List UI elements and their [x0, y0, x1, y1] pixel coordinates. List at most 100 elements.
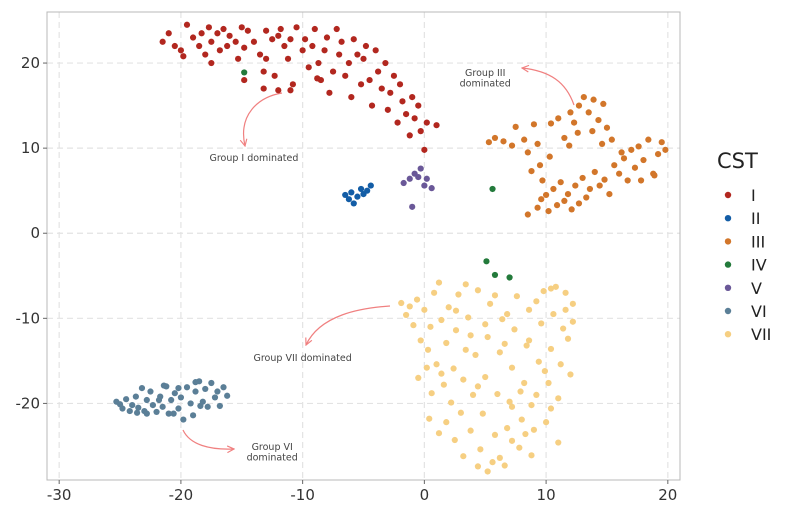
annotation-arrow — [244, 92, 283, 146]
data-point-I — [372, 47, 379, 54]
data-point-I — [260, 68, 267, 75]
data-point-IV — [489, 185, 496, 193]
data-point-I — [421, 146, 428, 153]
data-point-I — [250, 38, 258, 45]
legend-label-II: II — [751, 209, 760, 228]
data-point-VII — [533, 298, 540, 305]
data-point-III — [579, 174, 586, 182]
data-point-V — [406, 175, 413, 182]
data-point-I — [321, 47, 328, 54]
data-point-V — [421, 182, 428, 189]
data-point-I — [183, 21, 191, 28]
data-point-IV — [491, 271, 499, 279]
y-tick-label: -20 — [16, 394, 41, 412]
data-point-VII — [413, 296, 421, 303]
data-point-I — [423, 119, 430, 126]
data-point-I — [354, 51, 361, 58]
data-point-VI — [132, 393, 139, 400]
annotation-label: dominated — [247, 453, 298, 464]
data-point-III — [603, 124, 611, 131]
data-point-VI — [204, 403, 211, 410]
data-point-I — [232, 38, 239, 45]
data-point-VII — [494, 390, 501, 398]
data-point-I — [366, 76, 373, 84]
data-point-VII — [443, 419, 450, 426]
data-point-I — [235, 55, 242, 62]
data-point-VI — [119, 405, 126, 412]
data-point-I — [263, 55, 270, 62]
data-point-I — [271, 72, 278, 79]
y-tick-label: -10 — [16, 309, 41, 327]
data-point-III — [575, 102, 583, 109]
data-point-I — [205, 24, 213, 31]
data-point-VII — [547, 405, 555, 412]
data-point-I — [348, 93, 355, 101]
data-point-VI — [189, 412, 197, 419]
data-point-IV — [241, 69, 248, 76]
data-point-I — [208, 38, 215, 45]
data-point-II — [345, 196, 352, 203]
data-point-VII — [547, 345, 555, 353]
data-point-I — [329, 68, 337, 75]
data-point-I — [333, 25, 340, 33]
data-point-VI — [170, 410, 177, 417]
data-point-VII — [504, 310, 511, 318]
data-point-I — [362, 42, 370, 50]
data-point-III — [616, 170, 623, 177]
legend-key-I — [724, 191, 732, 199]
data-point-VI — [171, 390, 178, 397]
data-point-III — [575, 200, 583, 207]
data-point-VII — [477, 446, 484, 453]
data-point-VI — [180, 416, 187, 423]
data-point-VII — [465, 314, 472, 321]
legend-key-III — [724, 238, 732, 245]
x-tick-label: 0 — [420, 486, 430, 504]
legend-label-I: I — [751, 186, 756, 205]
data-point-VII — [528, 402, 535, 409]
data-point-I — [208, 59, 215, 67]
data-point-II — [354, 193, 361, 200]
data-point-III — [566, 142, 573, 149]
legend-label-V: V — [751, 279, 762, 298]
data-point-III — [618, 149, 625, 156]
data-point-I — [216, 47, 223, 54]
data-point-I — [241, 44, 248, 51]
data-point-III — [658, 139, 665, 146]
data-point-VII — [431, 289, 438, 296]
data-point-VII — [513, 293, 520, 300]
data-point-IV — [506, 274, 513, 281]
data-point-I — [177, 47, 185, 54]
data-point-I — [277, 25, 284, 33]
data-point-VII — [508, 364, 516, 371]
data-point-VII — [438, 370, 445, 377]
data-point-VII — [522, 430, 529, 438]
data-point-I — [387, 89, 394, 96]
x-tick-label: 20 — [658, 486, 677, 504]
data-point-VII — [403, 311, 410, 319]
data-point-III — [567, 109, 574, 116]
data-point-I — [299, 47, 306, 54]
data-point-VII — [535, 358, 542, 365]
data-point-III — [624, 177, 631, 184]
x-tick-label: -20 — [169, 486, 194, 504]
data-point-I — [403, 111, 410, 118]
data-point-VI — [183, 384, 191, 391]
data-point-I — [375, 68, 382, 75]
data-point-I — [411, 115, 418, 122]
data-point-III — [591, 168, 598, 176]
y-tick-label: 0 — [30, 224, 40, 242]
data-point-VII — [496, 454, 503, 461]
data-point-VII — [525, 337, 533, 344]
data-point-I — [260, 85, 267, 92]
data-point-VII — [569, 318, 576, 325]
data-point-VII — [426, 415, 433, 422]
annotation-label: Group I dominated — [209, 153, 298, 164]
data-point-III — [596, 182, 603, 189]
data-point-VII — [452, 327, 460, 334]
data-point-VI — [216, 402, 223, 410]
data-point-VII — [452, 307, 460, 314]
data-point-IV — [483, 258, 490, 265]
data-point-VII — [552, 283, 559, 290]
data-point-VII — [517, 388, 524, 395]
data-point-II — [342, 191, 349, 199]
